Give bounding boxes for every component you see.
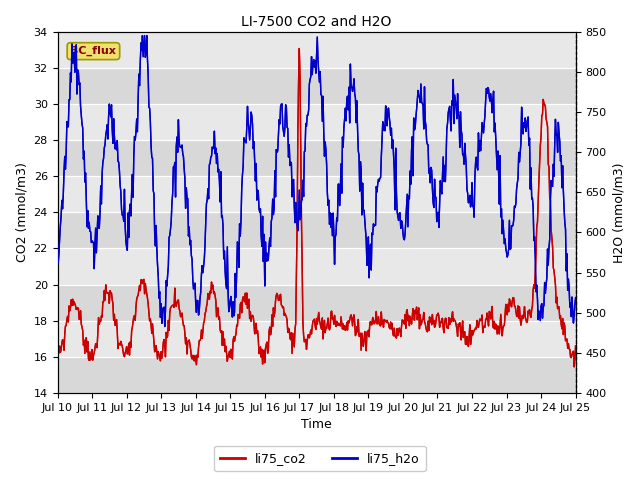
Bar bbox=[58, 176, 575, 212]
Bar bbox=[58, 104, 575, 140]
li75_h2o bbox=[412, 126, 419, 132]
li75_co2 bbox=[168, 304, 175, 310]
Bar bbox=[58, 140, 575, 176]
li75_h2o bbox=[191, 280, 199, 286]
li75_h2o bbox=[161, 324, 168, 329]
Bar bbox=[58, 285, 575, 321]
li75_co2 bbox=[525, 311, 532, 316]
Line: li75_co2: li75_co2 bbox=[58, 48, 575, 367]
li75_co2 bbox=[189, 357, 197, 362]
li75_co2 bbox=[411, 317, 419, 323]
li75_co2 bbox=[54, 354, 61, 360]
li75_h2o bbox=[310, 57, 317, 62]
Y-axis label: H2O (mmol/m3): H2O (mmol/m3) bbox=[612, 162, 625, 263]
Bar bbox=[58, 68, 575, 104]
Legend: li75_co2, li75_h2o: li75_co2, li75_h2o bbox=[214, 446, 426, 471]
Y-axis label: CO2 (mmol/m3): CO2 (mmol/m3) bbox=[15, 162, 28, 262]
Text: BC_flux: BC_flux bbox=[70, 46, 116, 56]
Bar bbox=[58, 357, 575, 393]
Bar bbox=[58, 321, 575, 357]
li75_h2o bbox=[169, 191, 177, 196]
Title: LI-7500 CO2 and H2O: LI-7500 CO2 and H2O bbox=[241, 15, 392, 29]
li75_co2 bbox=[572, 343, 579, 348]
li75_co2 bbox=[309, 318, 317, 324]
li75_h2o bbox=[525, 135, 533, 141]
li75_co2 bbox=[570, 364, 578, 370]
li75_h2o bbox=[572, 295, 579, 300]
Bar bbox=[58, 212, 575, 249]
Bar bbox=[58, 32, 575, 68]
X-axis label: Time: Time bbox=[301, 419, 332, 432]
li75_co2 bbox=[360, 343, 367, 349]
Bar bbox=[58, 249, 575, 285]
li75_h2o bbox=[139, 33, 147, 38]
Line: li75_h2o: li75_h2o bbox=[58, 36, 575, 326]
li75_h2o bbox=[54, 240, 61, 245]
li75_co2 bbox=[296, 46, 303, 51]
li75_h2o bbox=[360, 207, 368, 213]
